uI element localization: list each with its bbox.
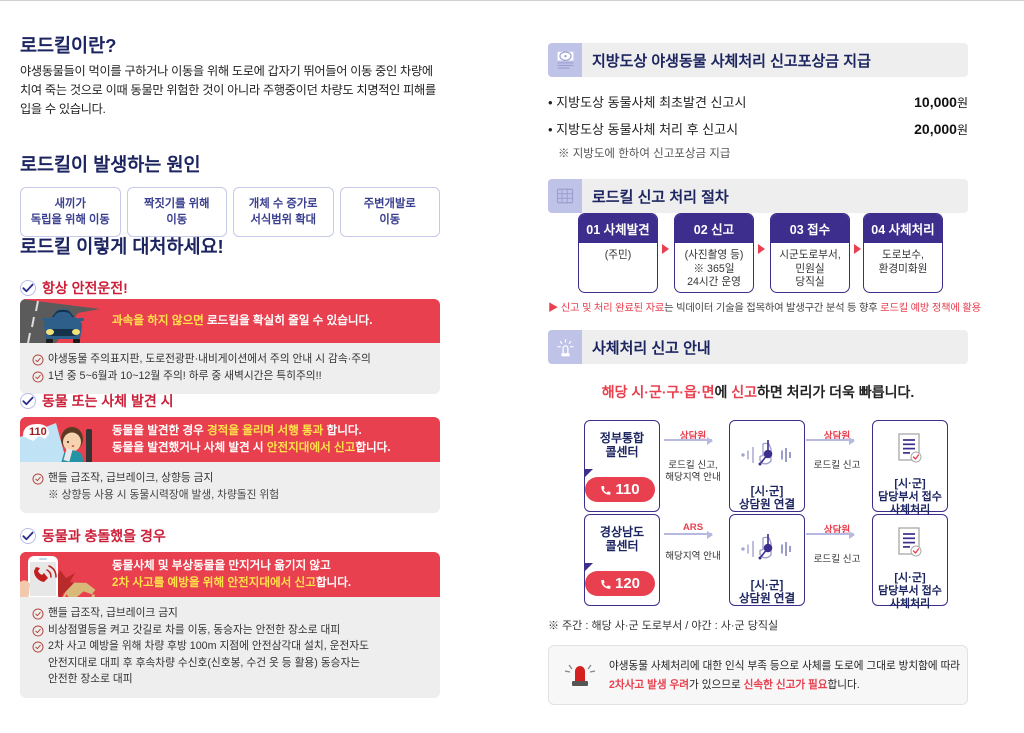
svg-text:110: 110 (29, 426, 47, 438)
